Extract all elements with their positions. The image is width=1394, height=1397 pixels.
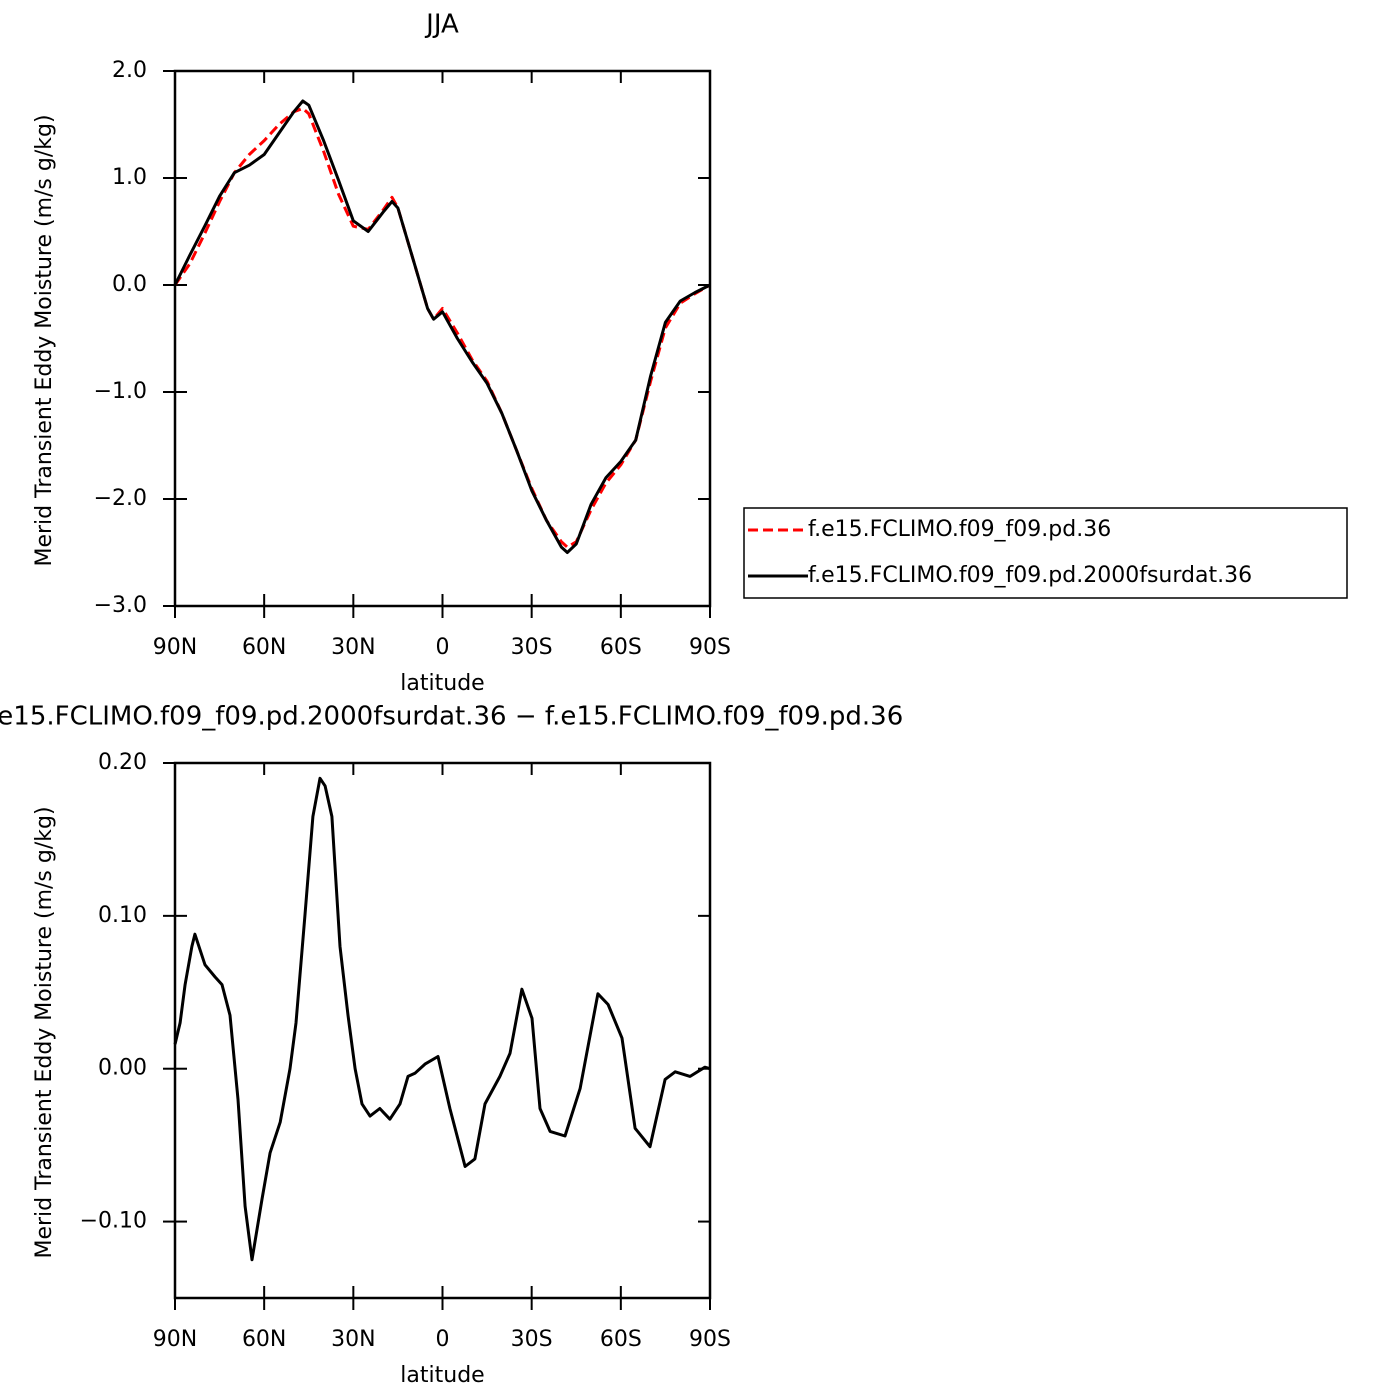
x-tick-label: 60N bbox=[242, 635, 286, 660]
data-line bbox=[173, 776, 711, 1262]
x-tick-label: 30N bbox=[331, 1327, 375, 1352]
data-line bbox=[173, 99, 711, 554]
plot-frame bbox=[173, 761, 712, 1300]
x-tick-label: 90N bbox=[153, 1327, 197, 1352]
x-tick-label: 0 bbox=[436, 635, 450, 660]
y-tick-label: 0.20 bbox=[98, 750, 147, 775]
x-tick-label: 90N bbox=[153, 635, 197, 660]
y-tick-label: −3.0 bbox=[94, 593, 147, 618]
legend-box bbox=[743, 507, 1348, 599]
x-tick-label: 30S bbox=[511, 1327, 553, 1352]
x-tick-label: 90S bbox=[689, 1327, 731, 1352]
y-tick-label: 0.0 bbox=[112, 272, 147, 297]
y-axis-label: Merid Transient Eddy Moisture (m/s g/kg) bbox=[32, 114, 57, 566]
x-axis-label: latitude bbox=[400, 671, 484, 696]
x-tick-label: 30S bbox=[511, 635, 553, 660]
y-tick-label: −1.0 bbox=[94, 379, 147, 404]
y-tick-label: −2.0 bbox=[94, 486, 147, 511]
chart-title: JJA bbox=[424, 10, 459, 40]
y-tick-label: −0.10 bbox=[80, 1209, 147, 1234]
plot-frame bbox=[173, 69, 712, 608]
x-tick-label: 0 bbox=[436, 1327, 450, 1352]
chart-title: f.e15.FCLIMO.f09_f09.pd.2000fsurdat.36 −… bbox=[0, 702, 903, 732]
y-tick-label: 2.0 bbox=[112, 58, 147, 83]
x-axis-label: latitude bbox=[400, 1363, 484, 1388]
y-tick-label: 0.10 bbox=[98, 903, 147, 928]
x-tick-label: 60S bbox=[600, 1327, 642, 1352]
legend-label: f.e15.FCLIMO.f09_f09.pd.36 bbox=[808, 517, 1111, 542]
y-tick-label: 0.00 bbox=[98, 1056, 147, 1081]
x-tick-label: 90S bbox=[689, 635, 731, 660]
x-tick-label: 60N bbox=[242, 1327, 286, 1352]
legend-label: f.e15.FCLIMO.f09_f09.pd.2000fsurdat.36 bbox=[808, 563, 1252, 588]
x-tick-label: 60S bbox=[600, 635, 642, 660]
y-axis-label: Merid Transient Eddy Moisture (m/s g/kg) bbox=[32, 806, 57, 1258]
data-line bbox=[173, 106, 711, 549]
y-tick-label: 1.0 bbox=[112, 165, 147, 190]
x-tick-label: 30N bbox=[331, 635, 375, 660]
